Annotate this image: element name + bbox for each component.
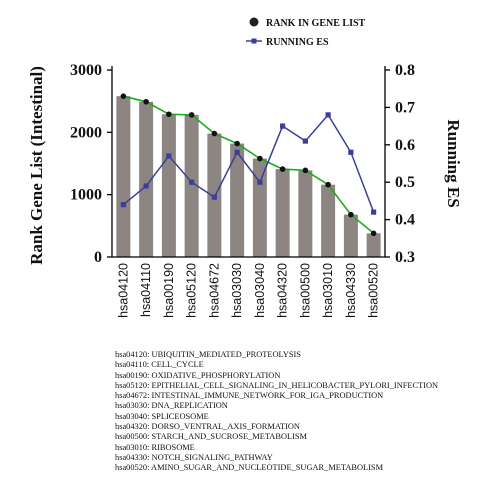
left-tick-label: 3000: [70, 62, 102, 79]
pathway-key-item: hsa04120: UBIQUITIN_MEDIATED_PROTEOLYSIS: [115, 350, 301, 359]
pathway-key-item: hsa04320: DORSO_VENTRAL_AXIS_FORMATION: [115, 422, 300, 432]
rank-point-hsa04330: [348, 211, 354, 218]
rank-point-hsa03010: [325, 181, 331, 188]
rank-bar-hsa00520: [366, 233, 381, 257]
rank-point-hsa03030: [234, 140, 240, 147]
left-axis-title: Rank Gene List (Intestinal): [27, 66, 46, 265]
right-tick-label: 0.5: [395, 174, 415, 191]
chart-svg: 0 1000 2000 3000 0.3 0.4 0.5 0.6 0.7 0.8 Rank Gene…: [27, 17, 463, 318]
pathway-key-item: hsa05120: EPITHELIAL_CELL_SIGNALING_IN_H…: [115, 380, 439, 390]
rank-bar-hsa04110: [139, 101, 154, 257]
rank-point-hsa00520: [370, 230, 377, 237]
rank-point-hsa04120: [120, 93, 127, 99]
rank-point-hsa05120: [188, 112, 195, 118]
running-es-point-hsa04320: [280, 123, 286, 129]
rank-bar-hsa04320: [275, 169, 290, 257]
running-es-point-hsa03040: [257, 179, 263, 185]
category-label-hsa03030: hsa03030: [230, 263, 244, 318]
rank-trend-line: [123, 95, 375, 234]
category-label-hsa00520: hsa00520: [367, 263, 381, 318]
pathway-key-list: hsa04120: UBIQUITIN_MEDIATED_PROTEOLYSIS…: [115, 350, 485, 474]
pathway-key-item: hsa03030: DNA_REPLICATION: [115, 401, 228, 411]
legend-rank-label: RANK IN GENE LIST: [266, 18, 366, 29]
left-tick-label: 1000: [70, 187, 102, 204]
category-label-hsa00500: hsa00500: [298, 263, 312, 318]
pathway-key-item: hsa04330: NOTCH_SIGNALING_PATHWAY: [115, 452, 273, 462]
running-es-point-hsa00500: [302, 138, 308, 144]
rank-bar-hsa03030: [230, 143, 245, 257]
pathway-key-item: hsa04672: INTESTINAL_IMMUNE_NETWORK_FOR_…: [115, 391, 384, 401]
rank-point-hsa00190: [166, 111, 172, 118]
pathway-key-item: hsa04110: CELL_CYCLE: [115, 360, 204, 370]
right-tick-label: 0.4: [395, 212, 415, 229]
pathway-key-item: hsa00190: OXIDATIVE_PHOSPHORYLATION: [115, 370, 281, 380]
legend-es-marker: [251, 38, 257, 44]
right-tick-label: 0.6: [395, 137, 415, 154]
running-es-point-hsa04672: [211, 194, 217, 200]
rank-bar-hsa04120: [116, 96, 131, 258]
rank-point-hsa03040: [257, 155, 263, 162]
left-tick-label: 2000: [70, 124, 102, 141]
category-label-hsa05120: hsa05120: [185, 263, 199, 318]
category-label-hsa04110: hsa04110: [139, 263, 153, 317]
rank-bar-hsa00190: [161, 114, 176, 257]
rank-bar-hsa03010: [321, 184, 336, 257]
category-label-hsa04120: hsa04120: [116, 263, 130, 318]
rank-point-hsa04320: [279, 166, 286, 172]
running-es-point-hsa03030: [234, 149, 240, 155]
legend-rank-marker: [249, 17, 259, 27]
right-tick-label: 0.8: [395, 62, 415, 79]
category-label-hsa03010: hsa03010: [321, 263, 335, 318]
right-tick-label: 0.3: [395, 249, 415, 266]
rank-bar-hsa03040: [252, 158, 267, 257]
running-es-point-hsa04330: [348, 149, 354, 155]
category-label-hsa04320: hsa04320: [276, 263, 290, 318]
running-es-point-hsa05120: [189, 179, 195, 185]
left-tick-label: 0: [94, 249, 102, 266]
pathway-key-item: hsa00520: AMINO_SUGAR_AND_NUCLEOTIDE_SUG…: [115, 463, 384, 473]
running-es-point-hsa04120: [120, 202, 126, 208]
rank-point-hsa04672: [211, 130, 218, 137]
category-label-hsa04330: hsa04330: [344, 263, 358, 318]
legend-es-label: RUNNING ES: [266, 37, 329, 48]
running-es-point-hsa04110: [143, 183, 149, 189]
pathway-key-item: hsa03040: SPLICEOSOME: [115, 411, 209, 421]
running-es-point-hsa03010: [325, 112, 331, 118]
rank-point-hsa00500: [302, 167, 309, 174]
rank-bar-hsa00500: [298, 170, 313, 257]
right-tick-label: 0.7: [395, 99, 415, 116]
pathway-key-item: hsa00500: STARCH_AND_SUCROSE_METABOLISM: [115, 432, 307, 442]
rank-point-hsa04110: [143, 98, 149, 105]
running-es-line: [122, 113, 375, 213]
right-axis-title: Running ES: [444, 119, 463, 207]
pathway-key-item: hsa03010: RIBOSOME: [115, 442, 195, 452]
running-es-point-hsa00190: [166, 153, 172, 159]
rank-bar-hsa05120: [184, 114, 199, 257]
category-label-hsa03040: hsa03040: [253, 263, 267, 318]
rank-bar-hsa04330: [343, 214, 358, 257]
category-label-hsa00190: hsa00190: [162, 263, 176, 318]
category-label-hsa04672: hsa04672: [207, 263, 221, 318]
running-es-point-hsa00520: [371, 209, 377, 215]
